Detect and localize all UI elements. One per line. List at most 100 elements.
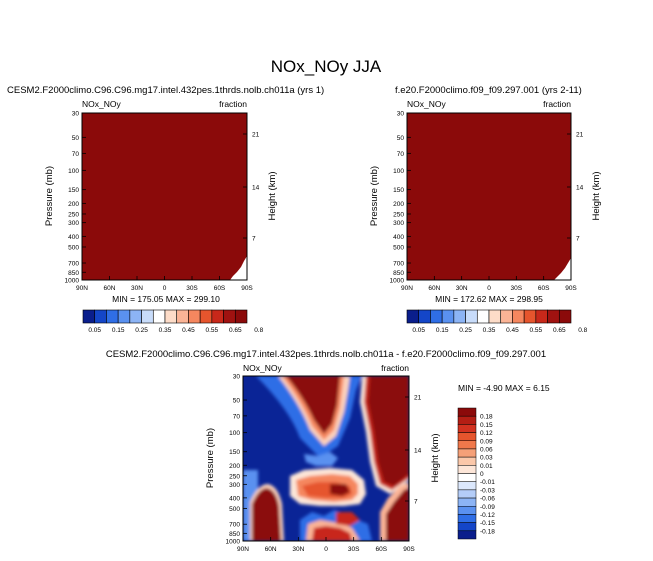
- colorbar-swatch: [453, 309, 466, 324]
- colorbar-swatch: [188, 309, 201, 324]
- colorbar-swatch: [523, 309, 537, 324]
- x-tick-label: 30N: [131, 285, 143, 292]
- colorbar-label: 0.05: [412, 327, 425, 334]
- colorbar-label: 0.15: [112, 327, 125, 334]
- panel-a-title: CESM2.F2000climo.C96.C96.mg17.intel.432p…: [7, 85, 324, 96]
- height-tick-label: 7: [576, 236, 580, 243]
- y-tick-label: 30: [233, 374, 241, 381]
- colorbar-label: 0.55: [206, 327, 219, 334]
- panel-a-right-axis: 21 14 7: [243, 132, 260, 243]
- panel-a-stats: MIN = 175.05 MAX = 299.10: [112, 294, 220, 304]
- x-tick-label: 30N: [292, 546, 304, 553]
- panel-c-units-label: fraction: [381, 363, 409, 373]
- colorbar-swatch: [558, 309, 572, 324]
- panel-c-title: CESM2.F2000climo.C96.C96.mg17.intel.432p…: [106, 349, 546, 360]
- panel-a-surface-mask: [230, 256, 247, 280]
- y-tick-label: 200: [393, 201, 404, 208]
- y-tick-label: 1000: [65, 278, 80, 285]
- colorbar-swatch: [457, 473, 477, 482]
- colorbar-label: 0.45: [506, 327, 519, 334]
- colorbar-label: 0.65: [229, 327, 242, 334]
- y-tick-label: 150: [393, 187, 404, 194]
- x-tick-label: 90S: [565, 285, 577, 292]
- y-tick-label: 150: [68, 187, 79, 194]
- x-tick-label: 0: [324, 546, 328, 553]
- colorbar-label: 0.05: [88, 327, 101, 334]
- panel-a-field: [82, 113, 247, 280]
- panel-c-variable-label: NOx_NOy: [243, 363, 282, 373]
- colorbar-label: -0.06: [480, 496, 495, 503]
- y-tick-label: 500: [229, 506, 240, 513]
- colorbar-label: 0: [480, 471, 484, 478]
- colorbar-swatch: [488, 309, 502, 324]
- panel-test-model: CESM2.F2000climo.C96.C96.mg17.intel.432p…: [7, 85, 324, 334]
- y-tick-label: 70: [397, 151, 405, 158]
- y-tick-label: 250: [229, 473, 240, 480]
- x-tick-label: 30S: [348, 546, 360, 553]
- panel-a-x-axis: 90N 60N 30N 0 30S 60S 90S: [76, 276, 253, 292]
- colorbar-label: 0.09: [480, 438, 493, 445]
- y-tick-label: 100: [229, 430, 240, 437]
- colorbar-label: 0.03: [480, 455, 493, 462]
- panel-c-field: [243, 376, 409, 541]
- panel-c-y-label-right: Height (km): [430, 433, 441, 482]
- colorbar-swatch: [430, 309, 443, 324]
- colorbar-swatch: [441, 309, 455, 324]
- colorbar-swatch: [406, 309, 420, 324]
- y-tick-label: 150: [229, 449, 240, 456]
- x-tick-label: 30N: [456, 285, 468, 292]
- y-tick-label: 250: [393, 211, 404, 218]
- x-tick-label: 90N: [76, 285, 88, 292]
- y-tick-label: 400: [229, 495, 240, 502]
- colorbar-label: 0.25: [459, 327, 472, 334]
- y-tick-label: 200: [68, 201, 79, 208]
- y-tick-label: 50: [233, 398, 241, 405]
- y-tick-label: 500: [393, 244, 404, 251]
- x-tick-label: 90N: [401, 285, 413, 292]
- colorbar-label: 0.15: [480, 422, 493, 429]
- x-tick-label: 0: [163, 285, 167, 292]
- colorbar-swatch: [457, 514, 477, 523]
- panel-b-y-label: Pressure (mb): [369, 166, 380, 226]
- colorbar-label: -0.01: [480, 479, 495, 486]
- colorbar-label: 0.06: [480, 446, 493, 453]
- colorbar-label: 0.8: [254, 327, 263, 334]
- colorbar-swatch: [457, 448, 477, 458]
- colorbar-swatch: [457, 497, 477, 507]
- colorbar-swatch: [457, 407, 477, 417]
- height-tick-label: 14: [414, 448, 422, 455]
- height-tick-label: 14: [252, 185, 260, 192]
- x-tick-label: 0: [487, 285, 491, 292]
- x-tick-label: 90N: [237, 546, 249, 553]
- colorbar-label: 0.45: [182, 327, 195, 334]
- colorbar-swatch: [129, 309, 142, 324]
- colorbar-label: 0.15: [436, 327, 449, 334]
- colorbar-swatch: [465, 309, 478, 324]
- colorbar-swatch: [457, 424, 477, 433]
- y-tick-label: 700: [229, 522, 240, 529]
- colorbar-label: 0.65: [553, 327, 566, 334]
- y-tick-label: 50: [397, 135, 405, 142]
- colorbar-swatch: [457, 489, 477, 499]
- y-tick-label: 400: [393, 234, 404, 241]
- height-tick-label: 21: [576, 132, 584, 139]
- height-tick-label: 7: [252, 236, 256, 243]
- colorbar-label: 0.12: [480, 430, 493, 437]
- colorbar-swatch: [94, 309, 107, 324]
- colorbar-label: -0.15: [480, 520, 495, 527]
- y-tick-label: 850: [229, 531, 240, 538]
- colorbar-swatch: [476, 309, 490, 324]
- y-tick-label: 700: [393, 261, 404, 268]
- panel-a-y-label: Pressure (mb): [44, 166, 55, 226]
- panel-b-field: [407, 113, 571, 280]
- panel-b-title: f.e20.F2000climo.f09_f09.297.001 (yrs 2-…: [395, 85, 582, 96]
- colorbar-label: 0.01: [480, 463, 493, 470]
- height-tick-label: 14: [576, 185, 584, 192]
- panel-c-colorbar: 0.180.150.120.090.06 0.030.010-0.01-0.03 -…: [457, 407, 495, 540]
- y-tick-label: 70: [72, 151, 80, 158]
- panel-c-stats: MIN = -4.90 MAX = 6.15: [458, 383, 550, 393]
- x-tick-label: 60N: [265, 546, 277, 553]
- y-tick-label: 850: [68, 270, 79, 277]
